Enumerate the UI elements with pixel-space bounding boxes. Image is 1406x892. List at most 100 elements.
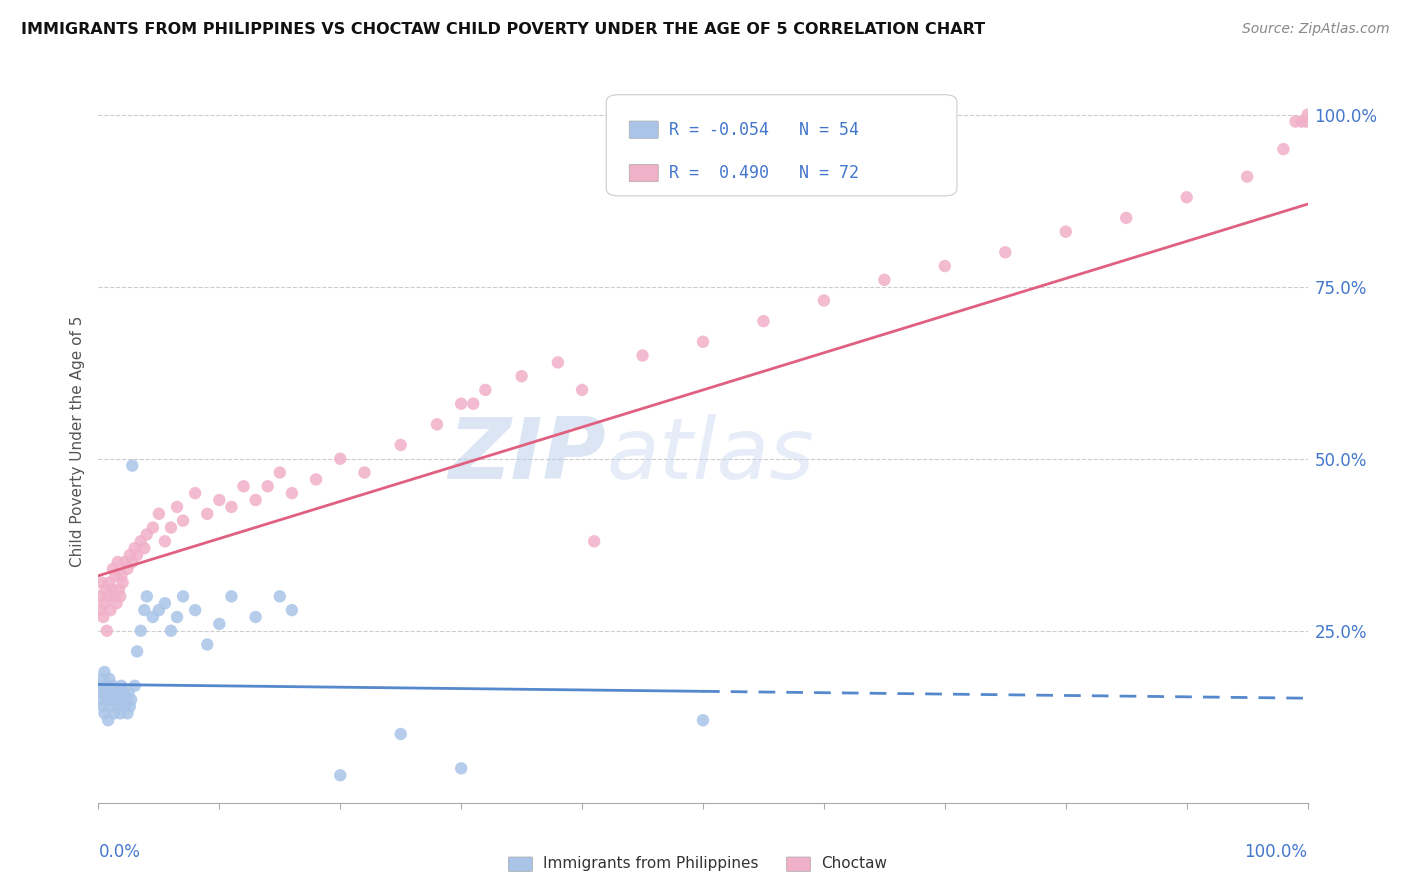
Point [1291,114,1313,128]
Point [111,692,134,706]
Point [160,520,183,534]
Point [108,582,131,597]
Point [104,568,127,582]
Point [510,369,533,384]
Point [426,417,449,432]
Point [91,672,114,686]
Point [101,679,124,693]
Point [934,259,956,273]
Point [108,686,131,700]
Point [117,562,139,576]
Point [129,624,152,638]
Point [692,713,714,727]
Point [90,603,112,617]
Point [114,555,136,569]
Point [107,699,129,714]
Point [281,486,304,500]
Point [172,590,194,604]
Point [353,466,375,480]
Point [134,603,156,617]
Text: 0.0%: 0.0% [98,843,141,861]
Point [256,479,278,493]
Point [166,500,188,514]
Point [245,493,267,508]
Point [305,472,328,486]
Point [127,644,149,658]
Point [450,761,472,775]
Point [221,590,243,604]
Point [111,575,134,590]
Point [1175,190,1198,204]
Point [547,355,569,369]
Point [463,397,485,411]
Point [93,596,115,610]
Point [269,466,291,480]
Point [121,555,143,569]
Point [450,397,472,411]
Point [100,582,122,597]
Point [692,334,714,349]
Point [329,768,352,782]
Text: R =  0.490   N = 72: R = 0.490 N = 72 [669,164,859,182]
Point [100,692,122,706]
Point [1284,114,1306,128]
Point [232,479,254,493]
Point [142,520,165,534]
Point [108,706,131,721]
Point [571,383,593,397]
Text: atlas: atlas [606,415,814,498]
Point [98,575,121,590]
Point [105,596,128,610]
Point [184,603,207,617]
Point [172,514,194,528]
Point [100,699,122,714]
Point [110,679,132,693]
Point [93,706,115,721]
Point [124,679,146,693]
Point [127,548,149,562]
Point [1054,225,1077,239]
Point [153,596,176,610]
Point [153,534,176,549]
Point [91,699,114,714]
Point [389,438,412,452]
Point [1295,114,1317,128]
Point [118,686,141,700]
Point [107,555,129,569]
Point [120,692,142,706]
Point [96,692,118,706]
Point [166,610,188,624]
Text: Immigrants from Philippines: Immigrants from Philippines [543,856,759,871]
Point [118,699,141,714]
Point [873,273,896,287]
Point [813,293,835,308]
Text: ZIP: ZIP [449,415,606,498]
Point [135,590,157,604]
FancyBboxPatch shape [630,121,658,138]
Point [94,686,117,700]
Point [631,349,654,363]
Point [1115,211,1137,225]
Point [96,624,118,638]
Point [118,548,141,562]
Point [124,541,146,556]
Point [94,582,117,597]
Point [90,692,112,706]
Point [1272,142,1295,156]
Point [245,610,267,624]
Point [148,507,170,521]
Point [112,686,135,700]
Point [148,603,170,617]
Text: Source: ZipAtlas.com: Source: ZipAtlas.com [1241,22,1389,37]
Point [129,534,152,549]
Point [91,610,114,624]
Point [115,692,138,706]
Point [97,590,120,604]
Point [474,383,496,397]
Point [93,665,115,679]
Point [91,575,114,590]
Point [114,699,136,714]
Point [134,541,156,556]
Point [184,486,207,500]
Point [103,590,125,604]
